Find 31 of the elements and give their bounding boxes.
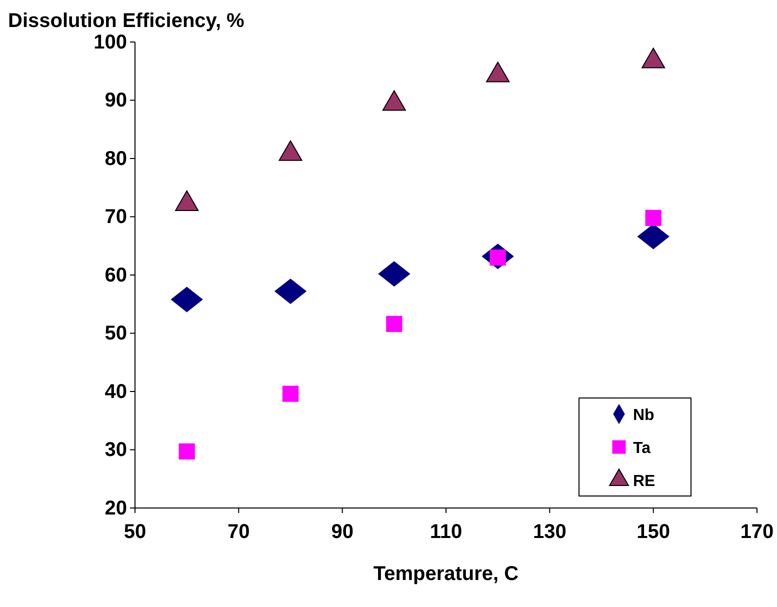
point [378, 261, 410, 287]
y-tick-label: 50 [104, 322, 127, 345]
x-tick-label: 110 [430, 521, 462, 543]
legend-label: Ta [633, 440, 651, 457]
point [278, 140, 302, 161]
y-tick-label: 80 [104, 148, 127, 170]
point [170, 286, 203, 312]
x-tick-label: 170 [740, 521, 774, 543]
point [486, 62, 510, 82]
x-axis-title: Temperature, C [373, 563, 519, 585]
point [274, 278, 307, 304]
x-tick-label: 70 [228, 521, 250, 543]
point [282, 386, 299, 402]
y-tick-label: 90 [104, 90, 127, 112]
x-tick-label: 50 [124, 521, 146, 543]
y-tick-label: 70 [104, 206, 127, 228]
y-tick-label: 20 [104, 497, 127, 520]
point [382, 90, 406, 111]
x-tick-label: 130 [532, 521, 566, 543]
x-tick-label: 90 [331, 521, 354, 543]
y-tick-label: 100 [94, 31, 127, 54]
x-tick-label: 150 [636, 521, 670, 543]
point [645, 210, 662, 226]
legend-label: RE [633, 473, 656, 490]
y-tick-label: 30 [104, 439, 127, 462]
point [642, 48, 666, 68]
y-axis-title: Dissolution Efficiency, % [8, 10, 245, 32]
y-tick-label: 40 [104, 380, 127, 403]
y-tick-label: 60 [104, 264, 127, 286]
legend-label: Nb [633, 407, 655, 424]
point [386, 316, 402, 332]
